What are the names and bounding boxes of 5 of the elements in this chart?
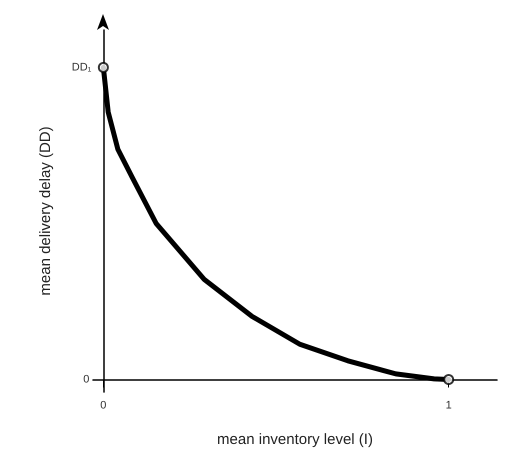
annotation: DD₁ bbox=[72, 61, 92, 74]
x-tick-label: 1 bbox=[446, 400, 452, 412]
x-axis-title: mean inventory level (I) bbox=[217, 431, 373, 448]
y-axis-title: mean delivery delay (DD) bbox=[37, 126, 54, 296]
text: 0 bbox=[83, 374, 90, 386]
